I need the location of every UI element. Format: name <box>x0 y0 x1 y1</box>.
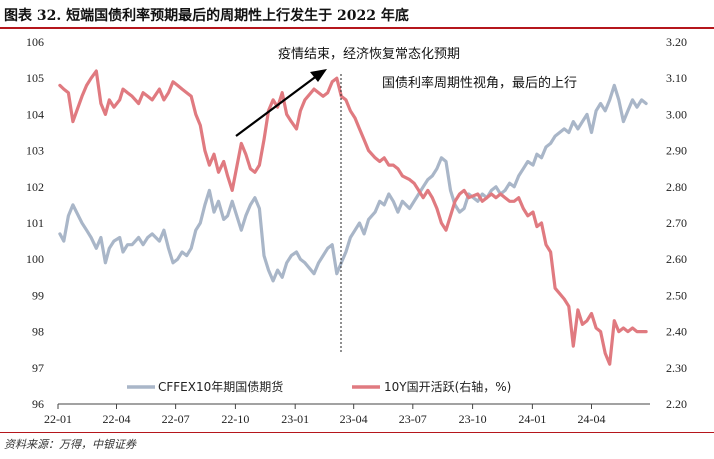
right-tick-label: 2.40 <box>666 325 687 339</box>
futures-series-line <box>58 83 648 283</box>
x-tick-label: 23-04 <box>340 412 368 426</box>
right-tick-label: 3.00 <box>666 107 687 121</box>
legend-label-yield: 10Y国开活跃(右轴，%) <box>384 379 511 394</box>
x-tick-label: 24-04 <box>578 412 606 426</box>
right-axis-ticks: 3.20 3.10 3.00 2.90 2.80 2.70 2.60 2.50 2.40 2.30… <box>666 35 687 411</box>
x-tick-label: 23-07 <box>399 412 427 426</box>
x-tick-label: 22-04 <box>102 412 130 426</box>
x-tick-label: 22-10 <box>221 412 249 426</box>
left-tick-label: 106 <box>26 35 44 49</box>
x-tick-label: 23-10 <box>459 412 487 426</box>
right-tick-label: 2.30 <box>666 361 687 375</box>
left-tick-label: 103 <box>26 144 44 158</box>
trend-arrow-line <box>235 74 319 137</box>
x-axis-ticks: 22-01 22-04 22-07 22-10 23-01 23-04 23-07 23-10… <box>44 404 606 426</box>
left-tick-label: 101 <box>26 216 44 230</box>
left-axis-ticks: 106 105 104 103 102 101 100 99 98 97 96 <box>26 35 44 411</box>
right-tick-label: 2.60 <box>666 252 687 266</box>
annotation-recovery: 疫情结束，经济恢复常态化预期 <box>278 46 460 62</box>
right-tick-label: 2.90 <box>666 144 687 158</box>
x-tick-label: 23-01 <box>281 412 309 426</box>
left-tick-label: 97 <box>32 361 44 375</box>
trend-arrow-head <box>310 69 327 82</box>
legend: CFFEX10年期国债期货 10Y国开活跃(右轴，%) <box>127 379 511 394</box>
x-tick-label: 22-07 <box>162 412 190 426</box>
left-tick-label: 100 <box>26 252 44 266</box>
footer-divider <box>0 432 714 433</box>
series-layer <box>58 69 648 366</box>
x-tick-label: 24-01 <box>518 412 546 426</box>
right-tick-label: 2.20 <box>666 397 687 411</box>
left-tick-label: 104 <box>26 107 44 121</box>
legend-label-futures: CFFEX10年期国债期货 <box>158 379 283 394</box>
left-tick-label: 96 <box>32 397 44 411</box>
chart-title: 图表 32. 短端国债利率预期最后的周期性上行发生于 2022 年底 <box>4 8 409 24</box>
right-tick-label: 2.80 <box>666 180 687 194</box>
annotation-cycle-peak: 国债利率周期性视角，最后的上行 <box>382 75 577 91</box>
source-note: 资料来源：万得，中银证券 <box>4 438 136 451</box>
left-tick-label: 102 <box>26 180 44 194</box>
yield-series-line <box>58 69 648 366</box>
left-tick-label: 99 <box>32 288 44 302</box>
title-divider <box>0 27 714 29</box>
left-tick-label: 105 <box>26 71 44 85</box>
left-tick-label: 98 <box>32 325 44 339</box>
right-tick-label: 2.50 <box>666 288 687 302</box>
right-tick-label: 3.20 <box>666 35 687 49</box>
x-tick-label: 22-01 <box>44 412 72 426</box>
right-tick-label: 2.70 <box>666 216 687 230</box>
right-tick-label: 3.10 <box>666 71 687 85</box>
